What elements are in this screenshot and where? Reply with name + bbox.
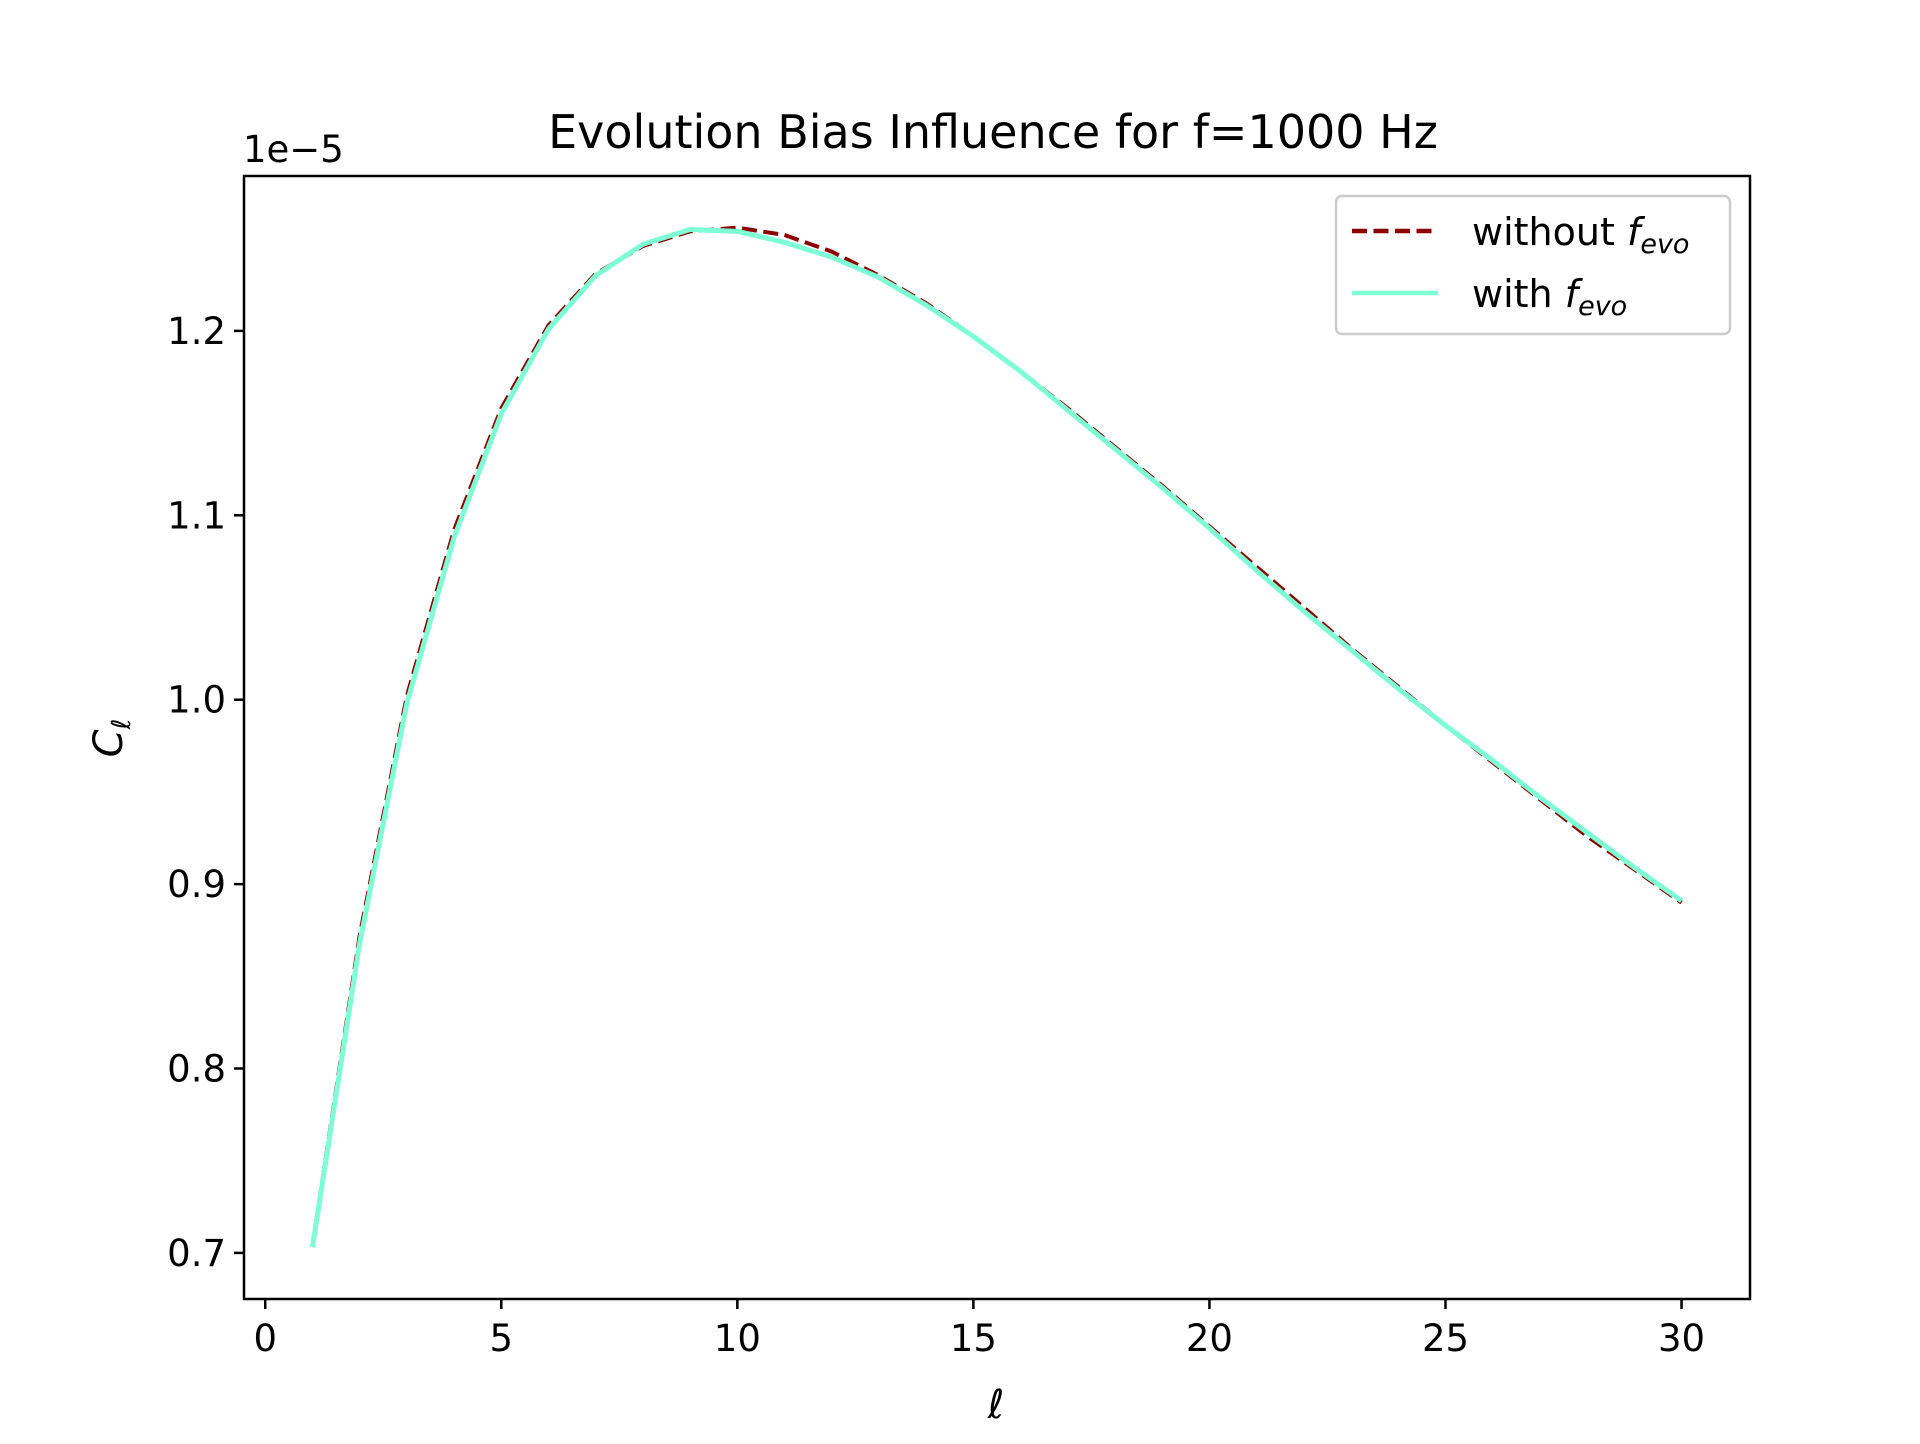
x-tick-label: 30 bbox=[1658, 1317, 1705, 1360]
y-axis-ticks: 0.7 0.8 0.9 1.0 1.1 1.2 bbox=[167, 310, 244, 1275]
y-tick-label: 0.7 bbox=[167, 1232, 226, 1275]
y-tick-label: 1.1 bbox=[167, 494, 226, 537]
y-tick-label: 0.8 bbox=[167, 1047, 226, 1090]
series-line-with-fevo bbox=[309, 226, 1683, 1248]
svg-text:Cℓ: Cℓ bbox=[86, 719, 137, 758]
y-tick-label: 0.9 bbox=[167, 863, 226, 906]
x-axis-label: ℓ bbox=[987, 1382, 1005, 1428]
y-axis-label-sub: ℓ bbox=[107, 719, 137, 731]
x-tick-label: 5 bbox=[490, 1317, 514, 1360]
x-axis-ticks: 0 5 10 15 20 25 30 bbox=[253, 1299, 1705, 1360]
x-tick-label: 20 bbox=[1186, 1317, 1233, 1360]
x-tick-label: 10 bbox=[714, 1317, 761, 1360]
series-layer bbox=[309, 225, 1683, 1248]
x-tick-label: 15 bbox=[950, 1317, 997, 1360]
y-axis-label: Cℓ bbox=[86, 719, 137, 758]
legend: without fevo with fevo bbox=[1334, 194, 1732, 336]
x-tick-label: 25 bbox=[1422, 1317, 1469, 1360]
chart-title: Evolution Bias Influence for f=1000 Hz bbox=[548, 105, 1438, 159]
legend-label-with-fevo: with fevo bbox=[1472, 272, 1627, 322]
legend-box bbox=[1334, 194, 1732, 336]
y-tick-label: 1.2 bbox=[167, 310, 226, 353]
y-axis-label-main: C bbox=[86, 729, 132, 757]
y-tick-label: 1.0 bbox=[167, 679, 226, 722]
plot-frame bbox=[242, 174, 1752, 1301]
x-tick-label: 0 bbox=[253, 1317, 277, 1360]
legend-label-without-fevo: without fevo bbox=[1472, 210, 1689, 260]
y-offset-label: 1e−5 bbox=[243, 128, 344, 171]
